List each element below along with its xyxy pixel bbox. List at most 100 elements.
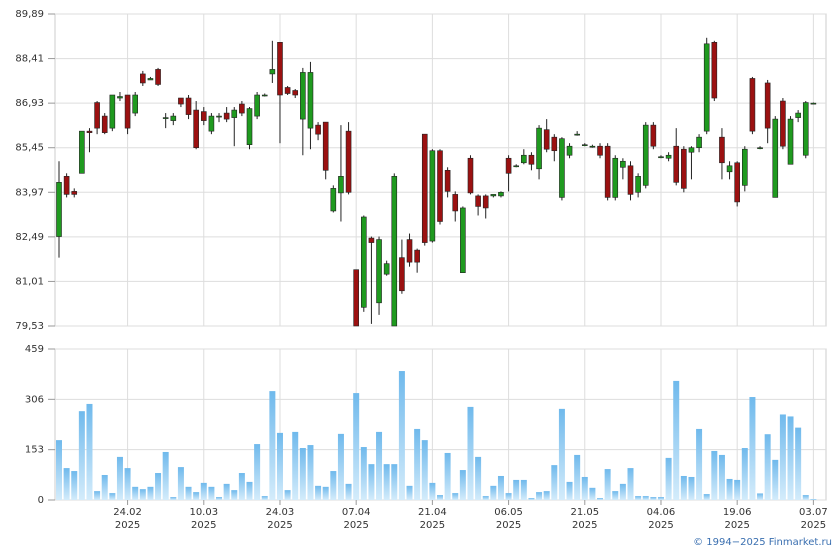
candle-body <box>802 102 809 156</box>
candle-body <box>429 150 436 242</box>
volume-bar <box>299 448 306 500</box>
volume-bar <box>718 454 725 500</box>
y-tick-label: 85,45 <box>15 143 44 154</box>
candle-body <box>597 145 603 156</box>
candle-body <box>124 94 131 129</box>
y-tick-label: 459 <box>25 344 44 355</box>
candle-body <box>726 165 733 173</box>
volume-bar <box>56 440 62 500</box>
candle-body <box>505 157 512 174</box>
volume-bar <box>292 431 299 500</box>
candle-body <box>284 87 291 94</box>
candle-body <box>688 147 695 153</box>
x-tick-year: 2025 <box>191 520 216 531</box>
candle-body <box>543 129 550 150</box>
candle-body <box>780 100 786 147</box>
candle-body <box>642 124 649 186</box>
volume-bar <box>162 451 169 500</box>
candle-body <box>117 96 123 99</box>
volume-bar <box>734 479 741 500</box>
candle-body <box>521 154 527 164</box>
candle-body <box>795 112 801 118</box>
volume-bar <box>741 448 748 500</box>
volume-bar <box>513 479 520 500</box>
candle-body <box>673 145 680 183</box>
candle-body <box>338 176 344 194</box>
volume-bar <box>185 486 192 500</box>
volume-bar <box>536 492 543 500</box>
volume-bar <box>505 493 512 500</box>
candle-body <box>665 154 672 159</box>
candle-body <box>261 94 268 97</box>
x-tick-year: 2025 <box>724 520 749 531</box>
candle-body <box>376 239 382 304</box>
volume-bar <box>63 468 70 500</box>
volume-bar <box>665 457 672 500</box>
volume-bar <box>764 434 771 500</box>
volume-bar <box>86 403 93 500</box>
x-tick-year: 2025 <box>343 520 368 531</box>
candle-body <box>307 72 314 129</box>
candle-body <box>475 195 481 207</box>
x-tick-label: 07.04 <box>342 507 371 518</box>
volume-bar <box>421 440 428 500</box>
x-tick-year: 2025 <box>420 520 445 531</box>
volume-bar <box>688 476 695 500</box>
candle-body <box>574 133 580 136</box>
volume-bar <box>696 428 703 500</box>
x-tick-label: 03.07 <box>799 507 828 518</box>
volume-bar <box>543 491 550 500</box>
candle-body <box>650 124 657 147</box>
candle-body <box>132 94 138 114</box>
x-tick-label: 21.05 <box>570 507 599 518</box>
volume-bar <box>132 486 139 500</box>
candle-body <box>498 191 504 197</box>
x-tick-label: 19.06 <box>723 507 752 518</box>
candle-body <box>86 130 93 133</box>
candle-body <box>467 157 474 194</box>
volume-bar <box>398 371 405 500</box>
candle-body <box>71 191 78 195</box>
candle-body <box>330 188 337 212</box>
volume-bar <box>208 486 215 500</box>
volume-bar <box>612 491 619 500</box>
candle-body <box>193 109 199 149</box>
candle-body <box>452 194 459 212</box>
volume-bar <box>345 483 352 500</box>
candle-body <box>63 176 70 195</box>
candle-body <box>421 133 428 243</box>
x-tick-year: 2025 <box>267 520 292 531</box>
candle-body <box>741 148 748 186</box>
candle-body <box>147 78 154 81</box>
volume-frame <box>54 348 827 501</box>
volume-bar <box>147 486 154 500</box>
candle-body <box>56 182 62 237</box>
candle-body <box>178 97 184 105</box>
candle-body <box>536 127 542 170</box>
candle-body <box>254 94 260 117</box>
volume-bar <box>170 497 177 500</box>
volume-bar <box>139 489 146 500</box>
volume-bar <box>315 485 322 500</box>
candle-body <box>566 145 573 156</box>
candle-body <box>101 115 108 133</box>
x-tick-year: 2025 <box>496 520 521 531</box>
candle-body <box>353 269 359 327</box>
candle-body <box>620 160 626 168</box>
candle-body <box>292 90 299 96</box>
x-tick-label: 04.06 <box>647 507 676 518</box>
candle-body <box>589 145 596 148</box>
candle-body <box>383 263 390 275</box>
candle-body <box>612 157 619 198</box>
volume-bar <box>749 397 756 500</box>
volume-bar <box>200 482 207 500</box>
candle-body <box>635 176 641 193</box>
candle-body <box>711 42 718 99</box>
candle-body <box>315 124 321 135</box>
volume-bar <box>368 464 375 500</box>
candle-body <box>269 69 276 75</box>
volume-bar <box>124 468 131 500</box>
volume-bar <box>284 490 291 500</box>
volume-bar <box>528 498 535 500</box>
volume-bar <box>322 486 329 500</box>
